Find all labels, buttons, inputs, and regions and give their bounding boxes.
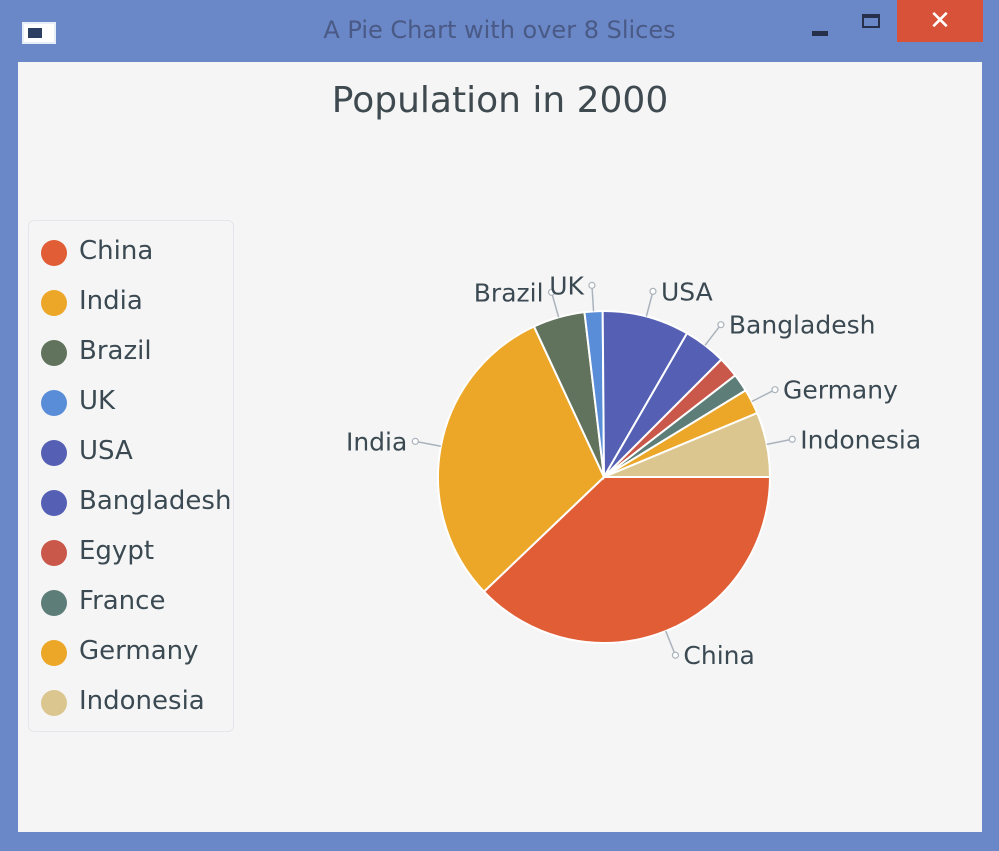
pie-label-dot xyxy=(588,281,596,289)
pie-label-dot xyxy=(649,287,657,295)
pie-label-line xyxy=(704,324,722,346)
pie-label-usa: USA xyxy=(661,277,713,306)
legend-label: Germany xyxy=(79,636,199,666)
pie-label-line xyxy=(751,389,776,403)
legend-item-uk: UK xyxy=(29,383,235,423)
legend-swatch xyxy=(41,290,67,316)
legend-swatch xyxy=(41,640,67,666)
legend-swatch xyxy=(41,440,67,466)
legend-swatch xyxy=(41,240,67,266)
pie-label-uk: UK xyxy=(549,271,584,300)
legend-item-bangladesh: Bangladesh xyxy=(29,483,235,523)
pie-chart: China India Brazil UK USA Bangladesh Germany In… xyxy=(346,271,921,670)
legend-item-brazil: Brazil xyxy=(29,333,235,373)
pie-label-indonesia: Indonesia xyxy=(800,425,921,454)
pie-label-line xyxy=(766,438,793,446)
pie-slice-indonesia xyxy=(603,411,772,478)
pie-label-china: China xyxy=(683,641,754,670)
legend-label: USA xyxy=(79,436,133,466)
legend-item-germany: Germany xyxy=(29,633,235,673)
title-bar[interactable]: A Pie Chart with over 8 Slices ✕ xyxy=(0,0,999,62)
legend-item-india: India xyxy=(29,283,235,323)
minimize-button[interactable] xyxy=(800,6,842,46)
legend-item-china: China xyxy=(29,233,235,273)
legend-item-indonesia: Indonesia xyxy=(29,683,235,723)
legend-swatch xyxy=(41,590,67,616)
legend-label: France xyxy=(79,586,166,616)
app-icon[interactable] xyxy=(22,22,56,44)
chart-title: Population in 2000 xyxy=(331,80,669,121)
legend-label: UK xyxy=(79,386,116,416)
legend-item-usa: USA xyxy=(29,433,235,473)
legend-label: Egypt xyxy=(79,536,155,566)
legend-label: Brazil xyxy=(79,336,152,366)
maximize-icon xyxy=(862,14,880,28)
window-title: A Pie Chart with over 8 Slices xyxy=(323,16,676,44)
pie-label-dot xyxy=(411,437,419,445)
legend-swatch xyxy=(41,340,67,366)
pie-label-dot xyxy=(788,435,796,443)
pie-label-line xyxy=(665,630,677,656)
chart-area: Population in 2000 China India Brazil UK… xyxy=(18,62,982,832)
pie-label-dot xyxy=(671,651,680,659)
legend-swatch xyxy=(41,390,67,416)
pie-label-dot xyxy=(771,386,779,394)
pie-label-india: India xyxy=(346,427,407,456)
legend-swatch xyxy=(41,690,67,716)
pie-label-dot xyxy=(547,288,556,296)
pie-slice-china xyxy=(482,476,772,644)
legend-label: Bangladesh xyxy=(79,486,232,516)
legend-item-france: France xyxy=(29,583,235,623)
pie-label-line xyxy=(550,292,560,318)
minimize-icon xyxy=(812,31,828,36)
pie-label-line xyxy=(415,440,442,447)
legend-label: Indonesia xyxy=(79,686,205,716)
maximize-button[interactable] xyxy=(852,6,894,46)
close-icon: ✕ xyxy=(929,6,951,36)
pie-label-bangladesh: Bangladesh xyxy=(729,311,876,340)
legend-swatch xyxy=(41,490,67,516)
close-button[interactable]: ✕ xyxy=(897,0,983,42)
pie-label-germany: Germany xyxy=(783,376,898,405)
legend-label: China xyxy=(79,236,154,266)
legend-item-egypt: Egypt xyxy=(29,533,235,573)
legend: China India Brazil UK USA Bangladesh xyxy=(28,220,234,732)
pie-label-brazil: Brazil xyxy=(474,278,544,307)
pie-slice-usa xyxy=(601,310,689,481)
legend-swatch xyxy=(41,540,67,566)
pie-label-line xyxy=(591,285,595,312)
legend-label: India xyxy=(79,286,143,316)
pie-label-dot xyxy=(717,321,725,329)
pie-label-line xyxy=(645,291,654,317)
